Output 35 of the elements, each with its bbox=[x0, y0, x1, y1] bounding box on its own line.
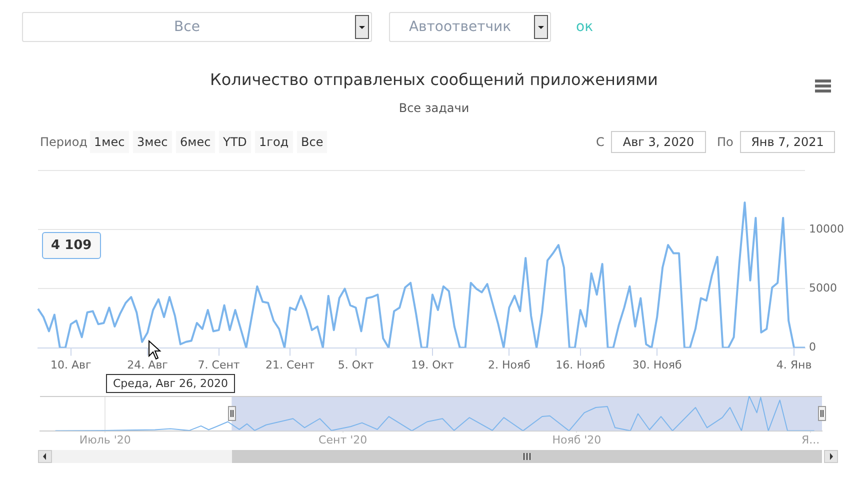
y-tick-label: 10000 bbox=[809, 222, 844, 236]
text: Все bbox=[297, 131, 328, 153]
text: По bbox=[717, 135, 734, 149]
text: 1год bbox=[255, 131, 293, 153]
text: Все bbox=[174, 19, 201, 35]
x-tick-label: 10. Авг bbox=[50, 358, 92, 372]
text: Авг 3, 2020 bbox=[611, 131, 706, 153]
x-tick-label: 7. Сент bbox=[198, 358, 240, 372]
text: Автоответчик bbox=[408, 19, 512, 35]
x-tick-label: Июль '20 bbox=[79, 433, 131, 446]
x-tick-label: 4. Янв bbox=[776, 358, 812, 372]
text: YTD bbox=[219, 131, 251, 153]
x-tick-label: 21. Сент bbox=[265, 358, 316, 372]
text: С bbox=[596, 135, 604, 149]
chart-subtitle: Все задачи bbox=[398, 101, 470, 115]
x-tick-label: Я... bbox=[801, 433, 820, 446]
value-tooltip: 4 109 bbox=[42, 232, 101, 259]
text: ок bbox=[576, 19, 594, 35]
text: 1мес bbox=[90, 131, 129, 153]
x-tick-label: 5. Окт bbox=[338, 358, 374, 372]
x-tick-label: 30. Нояб bbox=[632, 358, 682, 372]
text: Янв 7, 2021 bbox=[740, 131, 835, 153]
x-tick-label: 2. Нояб bbox=[488, 358, 531, 372]
text: 3мес bbox=[133, 131, 172, 153]
x-tick-label: Нояб '20 bbox=[552, 433, 602, 446]
x-tick-label: 16. Нояб bbox=[556, 358, 606, 372]
x-tick-label: 24. Авг bbox=[127, 358, 168, 372]
text: 6мес bbox=[176, 131, 215, 153]
text: Период bbox=[40, 135, 88, 149]
chart-title: Количество отправленых сообщений приложениями bbox=[209, 70, 659, 89]
x-tick-label: 19. Окт bbox=[411, 358, 454, 372]
y-tick-label: 5000 bbox=[809, 282, 838, 295]
x-tick-label: Сент '20 bbox=[318, 433, 368, 446]
text: Среда, Авг 26, 2020 bbox=[106, 374, 236, 393]
y-tick-label: 0 bbox=[809, 340, 816, 354]
